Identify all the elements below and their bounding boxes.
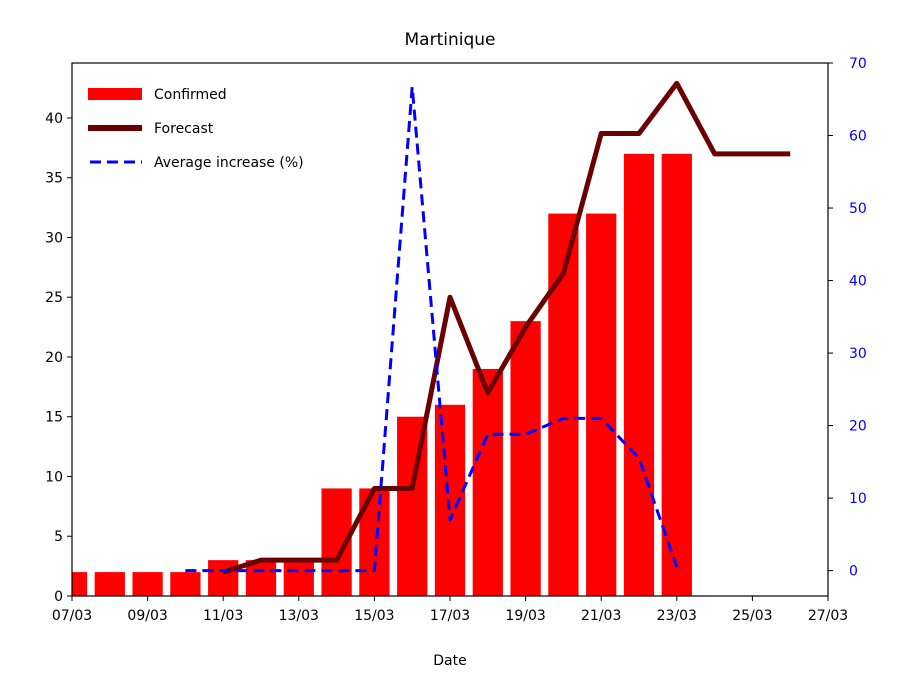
bar-confirmed (623, 153, 655, 596)
legend-label: Average increase (%) (154, 155, 304, 171)
x-tick-label: 11/03 (203, 608, 243, 624)
x-axis-label: Date (433, 653, 466, 669)
y2-tick-label: 20 (849, 419, 867, 435)
y2-tick-label: 30 (849, 346, 867, 362)
y-tick-label: 40 (45, 111, 63, 127)
x-tick-label: 27/03 (808, 608, 848, 624)
y2-tick-label: 0 (849, 564, 858, 580)
legend: Confirmed Forecast Average increase (%) (88, 87, 304, 171)
forecast-line (222, 80, 791, 575)
bar-confirmed (170, 572, 201, 596)
x-tick-label: 15/03 (354, 608, 394, 624)
y-tick-label: 25 (45, 290, 63, 306)
bar-confirmed (208, 560, 239, 596)
series-lines (185, 80, 791, 575)
confirmed-bars (72, 153, 692, 596)
bar-confirmed (434, 404, 466, 596)
bar-confirmed (94, 572, 125, 596)
y-tick-label: 10 (45, 469, 63, 485)
bar-confirmed (586, 213, 617, 596)
y-tick-label: 0 (54, 589, 63, 605)
y2-tick-label: 70 (849, 56, 867, 72)
chart-title: Martinique (405, 30, 496, 50)
bar-confirmed (510, 321, 541, 596)
y-tick-label: 15 (45, 410, 63, 426)
bar-confirmed (72, 572, 88, 596)
bar-confirmed (283, 560, 314, 596)
legend-label: Confirmed (154, 87, 227, 103)
x-tick-label: 09/03 (127, 608, 167, 624)
y2-tick-label: 60 (849, 129, 867, 145)
x-tick-label: 25/03 (732, 608, 772, 624)
average-increase-line (185, 85, 679, 573)
y2-tick-label: 40 (849, 274, 867, 290)
y-tick-label: 5 (54, 529, 63, 545)
bar-confirmed (661, 153, 692, 596)
x-tick-label: 23/03 (657, 608, 697, 624)
y-tick-label: 35 (45, 171, 63, 187)
y2-tick-label: 50 (849, 201, 867, 217)
y-tick-label: 20 (45, 350, 63, 366)
x-tick-label: 13/03 (279, 608, 319, 624)
bar-confirmed (132, 572, 163, 596)
x-tick-label: 19/03 (505, 608, 545, 624)
bar-confirmed (472, 368, 503, 596)
legend-label: Forecast (154, 121, 214, 137)
y-tick-label: 30 (45, 230, 63, 246)
legend-swatch-confirmed (88, 88, 142, 100)
x-tick-label: 07/03 (52, 608, 92, 624)
y2-tick-label: 10 (849, 491, 867, 507)
axes: 07/03 09/03 11/03 13/03 15/03 17/03 19/03 21/03… (45, 56, 867, 624)
x-tick-label: 17/03 (430, 608, 470, 624)
bar-confirmed (245, 560, 277, 596)
x-tick-label: 21/03 (581, 608, 621, 624)
